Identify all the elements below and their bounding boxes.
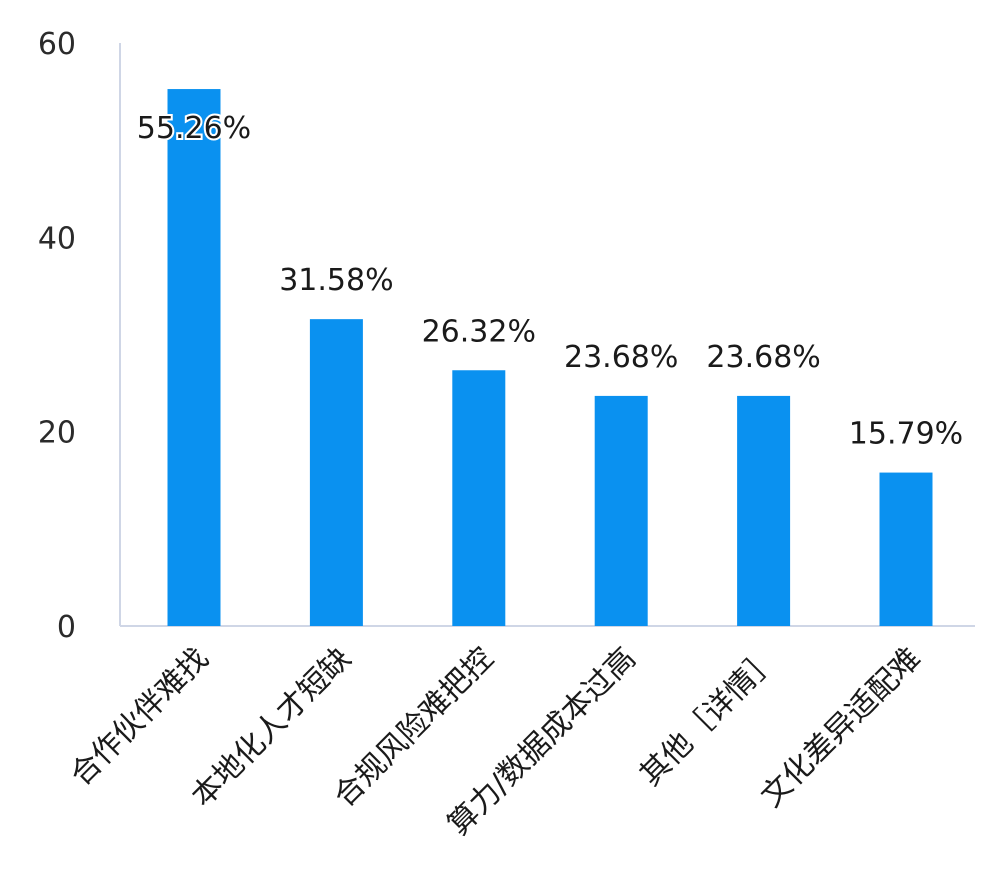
data-label: 26.32% [422,314,536,349]
x-tick-label: 其他［详情］ [633,641,785,793]
bar [594,395,648,626]
x-tick-label: 合作伙伴难找 [64,641,216,793]
bar [167,89,221,626]
data-label: 23.68% [564,340,678,375]
y-tick-label: 60 [38,27,76,62]
data-label: 23.68% [706,340,820,375]
bar [309,319,363,626]
bar [452,370,506,626]
data-label: 55.26% [137,111,251,146]
y-tick-label: 0 [57,610,76,645]
axes [119,43,975,627]
bar [879,472,933,626]
data-label: 15.79% [849,417,963,452]
bar [737,395,791,626]
category-labels: 合作伙伴难找本地化人才短缺合规风险难把控算力/数据成本过高其他［详情］文化差异适… [64,641,928,843]
data-labels: 55.26% 31.58% 26.32% 23.68% 23.68% 15.79% [135,109,963,452]
y-tick-label: 20 [38,416,76,451]
y-axis-ticks: 0 20 40 60 [38,27,76,645]
bars [167,89,933,626]
y-tick-label: 40 [38,221,76,256]
data-label: 31.58% [279,263,393,298]
